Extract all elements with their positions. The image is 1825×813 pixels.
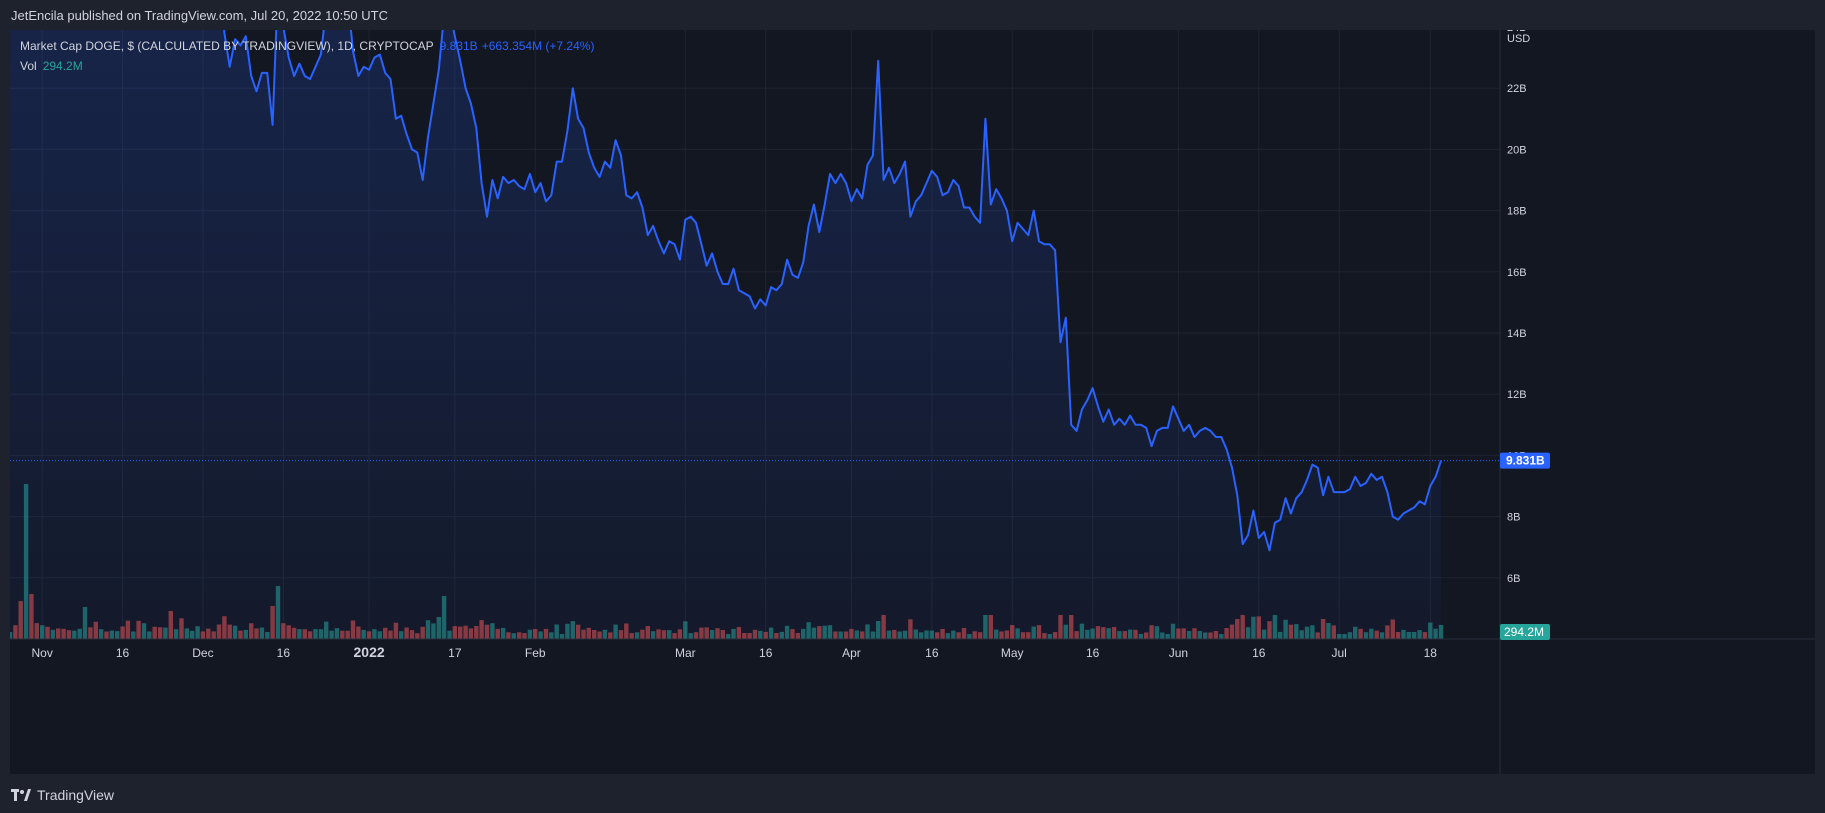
market-cap-area bbox=[10, 30, 1441, 639]
time-tick-label: 2022 bbox=[354, 644, 385, 660]
time-tick-label: Mar bbox=[675, 646, 696, 660]
volume-legend[interactable]: Vol 294.2M bbox=[20, 59, 83, 73]
last-value-tag: 9.831B bbox=[1500, 452, 1550, 469]
time-tick-label: 16 bbox=[277, 646, 291, 660]
time-tick-label: Feb bbox=[525, 646, 546, 660]
time-tick-label: 16 bbox=[925, 646, 939, 660]
price-tick-label: 16B bbox=[1507, 267, 1527, 279]
market-cap-chart[interactable]: 6B8B10B12B14B16B18B20B22B24B26B28B30B32B… bbox=[10, 30, 1815, 774]
volume-label: Vol bbox=[20, 59, 37, 73]
price-tick-label: 8B bbox=[1507, 512, 1520, 524]
brand-name: TradingView bbox=[37, 787, 115, 803]
last-volume-label: 294.2M bbox=[1504, 625, 1544, 639]
time-tick-label: Apr bbox=[842, 646, 861, 660]
time-tick-label: 16 bbox=[1086, 646, 1100, 660]
price-tick-label: 18B bbox=[1507, 206, 1527, 218]
price-axis[interactable]: 6B8B10B12B14B16B18B20B22B24B26B28B30B32B… bbox=[1507, 30, 1527, 585]
price-tick-label: 6B bbox=[1507, 573, 1520, 585]
price-tick-label: 22B bbox=[1507, 83, 1527, 95]
tradingview-logo[interactable]: TradingView bbox=[11, 787, 114, 803]
price-tick-label: 14B bbox=[1507, 328, 1527, 340]
tradingview-logo-icon bbox=[11, 789, 31, 801]
currency-label: USD bbox=[1507, 33, 1530, 45]
symbol-description: Market Cap DOGE, $ (CALCULATED BY TRADIN… bbox=[20, 39, 434, 53]
time-tick-label: 17 bbox=[448, 646, 462, 660]
time-tick-label: 16 bbox=[759, 646, 773, 660]
change-value: +663.354M (+7.24%) bbox=[481, 39, 595, 53]
time-tick-label: May bbox=[1001, 646, 1024, 660]
time-tick-label: 16 bbox=[116, 646, 130, 660]
price-tick-label: 12B bbox=[1507, 389, 1527, 401]
symbol-legend[interactable]: Market Cap DOGE, $ (CALCULATED BY TRADIN… bbox=[20, 39, 594, 53]
time-tick-label: 18 bbox=[1424, 646, 1438, 660]
time-tick-label: Jul bbox=[1331, 646, 1346, 660]
time-tick-label: 16 bbox=[1252, 646, 1266, 660]
time-tick-label: Jun bbox=[1169, 646, 1188, 660]
top-bar: JetEncila published on TradingView.com, … bbox=[0, 0, 1825, 30]
published-note: JetEncila published on TradingView.com, … bbox=[11, 8, 388, 23]
volume-value: 294.2M bbox=[42, 59, 83, 73]
bottom-bar bbox=[0, 774, 1825, 813]
price-tick-label: 24B bbox=[1507, 30, 1527, 34]
time-axis[interactable]: Nov 16 Dec 16 2022 17 Feb Mar 16 Apr 16 May 16 Jun 16 J… bbox=[31, 644, 1437, 660]
last-volume-tag: 294.2M bbox=[1500, 624, 1550, 640]
price-tick-label: 20B bbox=[1507, 144, 1527, 156]
market-cap-line bbox=[223, 30, 1442, 552]
last-value-label: 9.831B bbox=[1506, 454, 1545, 468]
time-tick-label: Dec bbox=[192, 646, 213, 660]
time-tick-label: Nov bbox=[31, 646, 52, 660]
last-value: 9.831B bbox=[439, 39, 478, 53]
